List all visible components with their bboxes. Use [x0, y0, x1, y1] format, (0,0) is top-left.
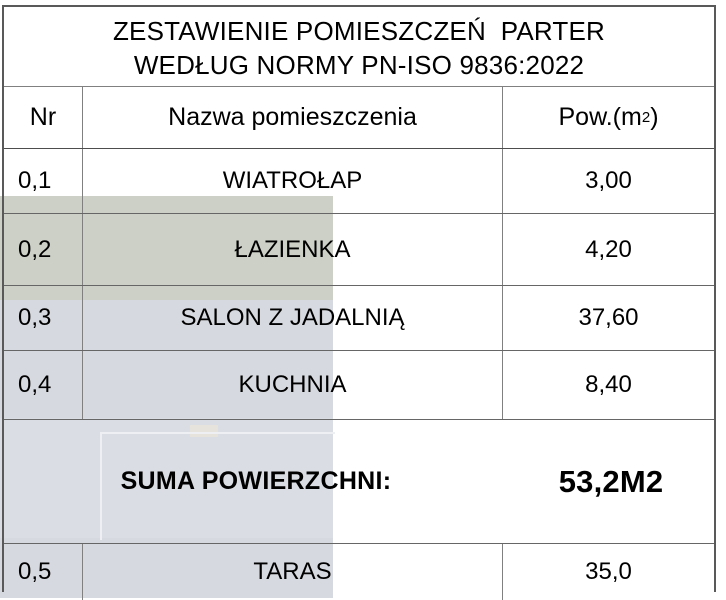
cell-area: 4,20: [585, 235, 632, 263]
cell-nr: 0,4: [4, 351, 83, 419]
cell-area: 8,40: [585, 371, 632, 398]
table-row: 0,4 KUCHNIA 8,40: [4, 351, 714, 420]
cell-area: 3,00: [585, 167, 632, 194]
table-title-block: ZESTAWIENIE POMIESZCZEŃ PARTER WEDŁUG NO…: [4, 7, 714, 87]
cell-nr: 0,5: [4, 544, 83, 600]
cell-name: SALON Z JADALNIĄ: [83, 286, 503, 350]
cell-area: 35,0: [585, 558, 632, 585]
area-header-suffix: ): [650, 103, 659, 131]
table-row: 0,1 WIATROŁAP 3,00: [4, 149, 714, 214]
title-line-2: WEDŁUG NORMY PN-ISO 9836:2022: [133, 49, 585, 80]
cell-nr: 0,1: [4, 149, 83, 213]
summary-label: SUMA POWIERZCHNI:: [120, 467, 392, 495]
cell-name: TARAS: [83, 544, 503, 600]
table-summary-row: SUMA POWIERZCHNI: 53,2M2: [4, 420, 714, 544]
cell-area: 37,60: [578, 304, 639, 331]
summary-value: 53,2M2: [558, 463, 664, 499]
column-header-nr: Nr: [4, 87, 83, 148]
area-header-prefix: Pow.(m: [558, 103, 642, 131]
cell-name: WIATROŁAP: [83, 149, 503, 213]
table-row: 0,2 ŁAZIENKA 4,20: [4, 214, 714, 286]
table-row: 0,5 TARAS 35,0: [4, 544, 714, 600]
room-schedule-table: ZESTAWIENIE POMIESZCZEŃ PARTER WEDŁUG NO…: [2, 5, 716, 600]
cell-name: ŁAZIENKA: [83, 214, 503, 285]
title-line-1: ZESTAWIENIE POMIESZCZEŃ PARTER: [112, 15, 606, 46]
cell-name: KUCHNIA: [83, 351, 503, 419]
cell-nr: 0,3: [4, 286, 83, 350]
cell-nr: 0,2: [4, 214, 83, 285]
column-header-area: Pow.(m 2): [558, 103, 659, 131]
column-header-name: Nazwa pomieszczenia: [83, 87, 503, 148]
table-header-row: Nr Nazwa pomieszczenia Pow.(m 2): [4, 87, 714, 149]
table-row: 0,3 SALON Z JADALNIĄ 37,60: [4, 286, 714, 351]
